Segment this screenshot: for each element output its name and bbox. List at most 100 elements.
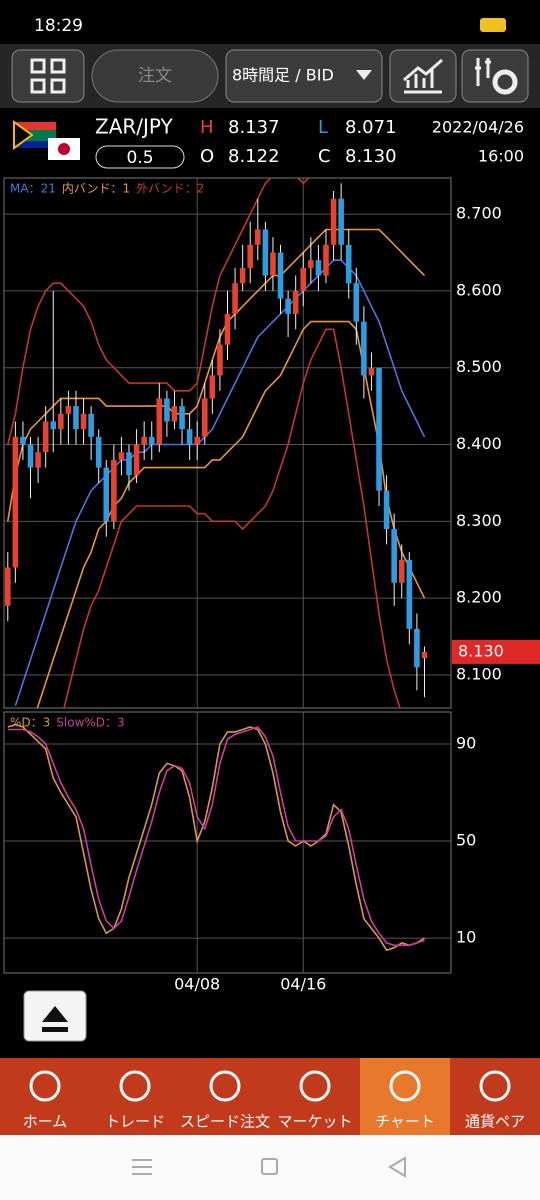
y-tick-label: 8.100 xyxy=(456,664,502,683)
candle-body xyxy=(255,229,261,245)
y-tick-label: 8.600 xyxy=(456,280,502,299)
chart-icon xyxy=(403,58,443,94)
candle-body xyxy=(186,429,193,445)
candle-body xyxy=(414,628,420,668)
tab-label: 通貨ペア xyxy=(465,1113,525,1131)
y-tick-label: 90 xyxy=(456,734,476,753)
tab-label: スピード注文 xyxy=(180,1113,270,1131)
candle-body xyxy=(133,444,140,476)
candle-body xyxy=(330,198,337,245)
legend-entry: %D：3 xyxy=(10,716,50,730)
close-label: C xyxy=(318,146,331,167)
home-button[interactable] xyxy=(261,1158,278,1175)
candle-body xyxy=(300,267,307,291)
candle-body xyxy=(262,229,269,276)
candle-body xyxy=(224,313,231,345)
tab-label: ホーム xyxy=(23,1113,68,1131)
candle-body xyxy=(270,252,276,276)
eject-icon xyxy=(42,1006,68,1032)
candle-body xyxy=(315,260,322,276)
period-dropdown[interactable] xyxy=(225,49,383,103)
open: 8.122 xyxy=(228,146,280,167)
tab-label: チャート xyxy=(375,1113,435,1131)
candle-body xyxy=(308,260,314,268)
current-price-box xyxy=(452,639,540,664)
close: 8.130 xyxy=(345,146,397,167)
y-tick-label: 10 xyxy=(456,928,476,947)
candle-body xyxy=(80,413,87,430)
x-tick-label: 04/16 xyxy=(280,975,326,994)
period-label: 8時間足 / BID xyxy=(232,66,334,85)
chart-type-button[interactable] xyxy=(389,49,457,103)
legend-entry: 内バンド：1 xyxy=(62,182,130,196)
dropdown-arrow xyxy=(356,70,372,80)
gear-icon xyxy=(492,69,518,95)
candle-body xyxy=(217,344,223,376)
candle-body xyxy=(285,298,291,314)
jp-flag xyxy=(48,138,80,160)
band-upper xyxy=(7,178,310,445)
tab-icon xyxy=(479,1070,511,1102)
tab-label: マーケット xyxy=(277,1113,352,1131)
candle-body xyxy=(95,436,102,468)
candle-body xyxy=(4,567,11,606)
legend-entry: Slow%D：3 xyxy=(56,716,124,730)
band-lower xyxy=(36,320,426,708)
candle-body xyxy=(111,459,117,522)
candle-body xyxy=(368,367,375,376)
candle-body xyxy=(361,321,367,376)
candle-body xyxy=(20,436,26,445)
battery xyxy=(480,18,506,32)
x-tick-label: 04/08 xyxy=(174,975,220,994)
candle-body xyxy=(103,467,110,522)
price-panel xyxy=(3,177,452,709)
candle-body xyxy=(118,452,125,460)
candle-body xyxy=(345,244,352,284)
order-button[interactable] xyxy=(91,49,219,103)
low-label: L xyxy=(318,117,328,138)
candle-body xyxy=(12,436,19,568)
tab-icon xyxy=(299,1070,331,1102)
candle-body xyxy=(201,398,208,437)
time: 16:00 xyxy=(478,147,524,166)
legend-entry: MA：21 xyxy=(10,182,56,196)
candle-body xyxy=(398,559,405,583)
y-tick-label: 8.700 xyxy=(456,204,502,223)
candle-body xyxy=(247,244,254,268)
candle-body xyxy=(194,436,200,445)
recent-apps[interactable] xyxy=(132,1159,152,1175)
candle-body xyxy=(338,198,344,245)
pair: ZAR/JPY xyxy=(95,115,174,139)
y-tick-label: 8.400 xyxy=(456,434,502,453)
candle-body xyxy=(65,406,72,414)
back-button[interactable] xyxy=(388,1156,406,1178)
menu-button[interactable] xyxy=(11,49,85,103)
candle-body xyxy=(58,413,64,430)
band-upper xyxy=(7,228,426,522)
candle-body xyxy=(383,490,390,530)
order-label: 注文 xyxy=(138,66,172,86)
candle-body xyxy=(73,406,79,430)
candle-body xyxy=(126,452,132,476)
candle-body xyxy=(171,406,178,422)
y-tick-label: 8.500 xyxy=(456,357,502,376)
stoch-panel xyxy=(3,711,452,974)
candle-body xyxy=(232,283,238,314)
grid-icon xyxy=(30,58,66,94)
candle-body xyxy=(27,444,34,468)
candle-body xyxy=(50,421,57,430)
band-lower xyxy=(63,328,401,708)
candle-icon xyxy=(475,58,491,86)
candle-body xyxy=(164,398,170,422)
tab-icon xyxy=(119,1070,151,1102)
candle-body xyxy=(156,398,163,445)
stoch-line xyxy=(7,723,425,952)
candle-body xyxy=(42,421,49,453)
lot-pill[interactable] xyxy=(95,145,185,169)
candle-body xyxy=(391,529,397,583)
candle-body xyxy=(406,559,413,629)
candle-body xyxy=(421,651,428,659)
date: 2022/04/26 xyxy=(432,118,524,137)
legend-entry: 外バンド：2 xyxy=(136,182,204,196)
